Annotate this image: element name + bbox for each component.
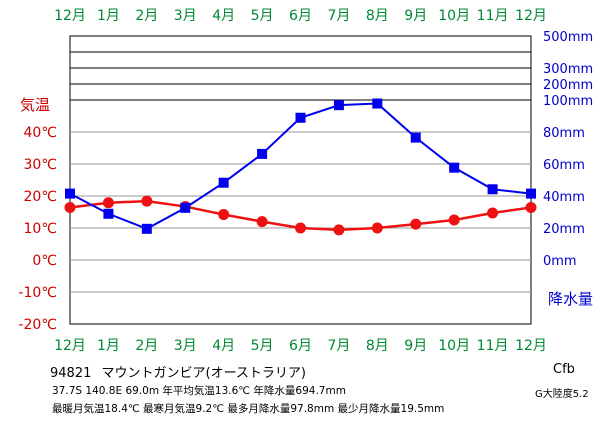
annual-precip: 年降水量694.7mm [253,385,346,397]
coldest-month: 最寒月気温9.2℃ [143,403,225,415]
month-label: 1月 [97,338,120,354]
precipitation-tick-label: 500mm [543,30,593,45]
temperature-axis-ticks: 40℃ 30℃ 20℃ 10℃ 0℃ -10℃ -20℃ [18,125,57,333]
precipitation-point [526,188,536,199]
month-label: 6月 [289,338,312,354]
month-label: 1月 [97,8,120,24]
precipitation-point [141,223,152,234]
month-label: 4月 [212,8,235,24]
temperature-tick-label: -10℃ [18,285,57,301]
temperature-point [525,202,537,214]
month-label: 7月 [327,8,350,24]
month-label: 4月 [212,338,235,354]
temperature-point [218,209,230,221]
temperature-tick-label: 40℃ [23,125,57,141]
temperature-point [295,222,306,234]
month-label: 8月 [366,338,389,354]
station-lon: 140.8E [85,385,123,397]
month-label: 11月 [477,338,509,354]
station-details-2: 最暖月気温18.4℃ 最寒月気温9.2℃ 最多月降水量97.8mm 最少月降水量… [52,401,444,416]
precipitation-tick-label: 0mm [543,254,577,269]
temperature-point [333,224,345,236]
temperature-point [102,197,114,209]
series-layer [64,98,537,236]
month-label: 5月 [251,338,274,354]
month-label: 6月 [289,8,312,24]
precipitation-point [487,184,498,195]
station-lat: 37.7S [52,385,83,397]
precipitation-point [449,162,460,173]
precipitation-point [65,188,75,199]
temperature-tick-label: 30℃ [23,157,57,173]
temperature-point [487,207,499,219]
month-label: 11月 [477,8,509,24]
continentality: G大陸度5.2 [535,389,589,400]
station-elevation: 69.0m [125,385,160,397]
temperature-point [448,214,460,226]
precipitation-tick-label: 60mm [543,158,585,173]
month-label: 5月 [251,8,274,24]
precipitation-tick-label: 80mm [543,126,585,141]
precipitation-point [295,112,306,123]
month-label: 3月 [174,8,197,24]
temperature-tick-label: 20℃ [23,189,57,205]
temperature-point [64,202,76,214]
month-label: 10月 [438,8,470,24]
precipitation-tick-label: 100mm [543,94,593,109]
koppen-class: Cfb [553,362,575,377]
temperature-tick-label: -20℃ [18,317,57,333]
month-label: 8月 [366,8,389,24]
month-label: 2月 [135,8,158,24]
month-label: 12月 [515,338,547,354]
temperature-tick-label: 0℃ [32,253,57,269]
station-id: 94821 [50,366,92,381]
precipitation-tick-label: 20mm [543,222,585,237]
chart-grid [69,35,532,325]
station-name: マウントガンビア(オーストラリア) [101,366,307,381]
temperature-point [141,195,153,207]
driest-month: 最少月降水量19.5mm [337,403,445,415]
temperature-axis-title: 気温 [20,96,50,114]
bottom-month-labels: 12月 1月 2月 3月 4月 5月 6月 7月 8月 9月 10月 11月 12月 [54,338,547,354]
temperature-point [410,218,422,230]
precipitation-point [372,98,383,109]
annual-temp: 年平均気温13.6℃ [162,385,251,397]
precipitation-tick-label: 200mm [543,78,593,93]
wettest-month: 最多月降水量97.8mm [227,403,335,415]
warmest-month: 最暖月気温18.4℃ [52,403,140,415]
temperature-point [371,222,383,234]
precipitation-tick-label: 40mm [543,190,585,205]
month-label: 9月 [404,338,427,354]
plot-frame [69,35,532,325]
precipitation-point [410,132,421,143]
month-label: 12月 [515,8,547,24]
precipitation-point [180,202,191,213]
month-label: 12月 [54,8,86,24]
top-month-labels: 12月 1月 2月 3月 4月 5月 6月 7月 8月 9月 10月 11月 12月 [54,8,547,24]
precipitation-point [103,208,114,219]
month-label: 7月 [327,338,350,354]
temperature-point [256,216,268,228]
month-label: 10月 [438,338,470,354]
precipitation-axis-title: 降水量 [548,290,593,308]
month-label: 2月 [135,338,158,354]
precipitation-point [333,100,344,111]
temperature-tick-label: 10℃ [23,221,57,237]
month-label: 9月 [404,8,427,24]
month-label: 12月 [54,338,86,354]
month-label: 3月 [174,338,197,354]
precipitation-point [218,177,229,188]
precipitation-point [257,148,268,159]
station-title: 94821 マウントガンビア(オーストラリア) [50,362,306,381]
station-details-1: 37.7S 140.8E 69.0m 年平均気温13.6℃ 年降水量694.7m… [52,383,346,398]
precipitation-tick-label: 300mm [543,62,593,77]
